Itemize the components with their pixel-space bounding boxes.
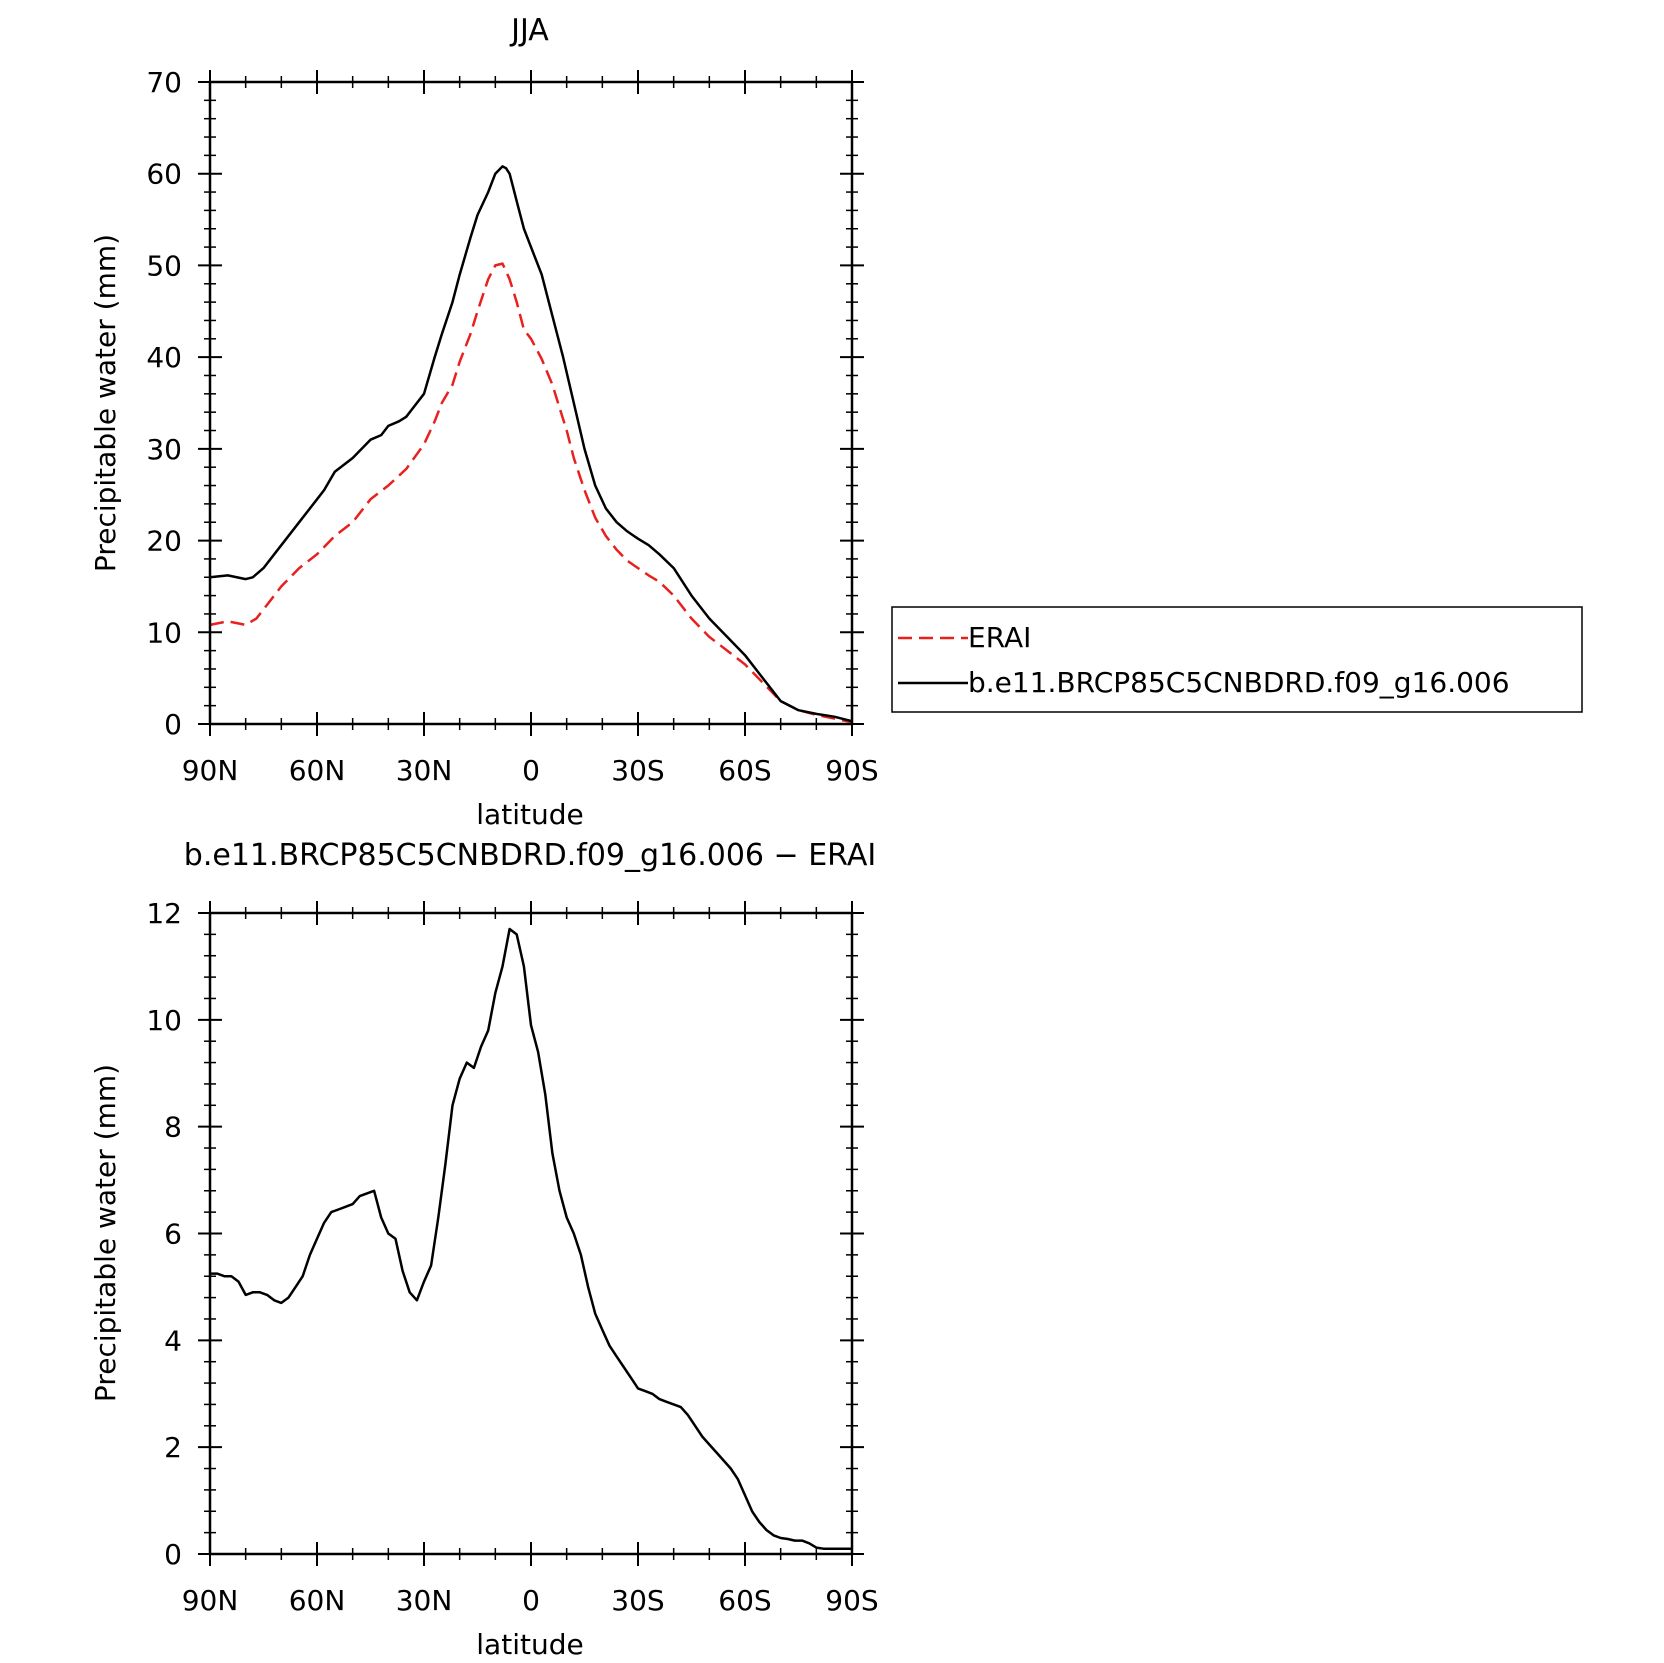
- panel2-xtick-label: 60N: [289, 1584, 346, 1617]
- panel1-frame: [208, 80, 854, 726]
- panel2-ylabel: Precipitable water (mm): [89, 1064, 122, 1402]
- panel1-ytick-label: 20: [146, 525, 182, 558]
- panel2-frame: [208, 911, 854, 1556]
- panel-difference: b.e11.BRCP85C5CNBDRD.f09_g16.006 − ERAI …: [89, 838, 879, 1661]
- panel1-xtick-label: 90N: [182, 754, 239, 787]
- panel1-series-model: [209, 165, 853, 723]
- panel1-xtick-label: 30N: [396, 754, 453, 787]
- panel1-ylabel: Precipitable water (mm): [89, 234, 122, 572]
- panel1-xtick-label: 0: [522, 754, 540, 787]
- panel1-ytick-label: 30: [146, 433, 182, 466]
- panel2-xtick-label: 0: [522, 1584, 540, 1617]
- panel2-xtick-label: 90N: [182, 1584, 239, 1617]
- panel2-title: b.e11.BRCP85C5CNBDRD.f09_g16.006 − ERAI: [184, 838, 876, 873]
- panel1-xtick-label: 60N: [289, 754, 346, 787]
- panel1-series-erai: [209, 262, 853, 724]
- panel2-ytick-label: 0: [164, 1538, 182, 1571]
- panel1-xtick-label: 30S: [611, 754, 664, 787]
- legend-label-erai: ERAI: [968, 621, 1031, 654]
- panel2-xlabel: latitude: [476, 1628, 583, 1661]
- panel2-ytick-label: 8: [164, 1111, 182, 1144]
- panel2-ytick-label: 10: [146, 1004, 182, 1037]
- panel2-series-difference: [210, 927, 852, 1550]
- panel1-ytick-label: 50: [146, 249, 182, 282]
- panel2-xtick-label: 90S: [825, 1584, 878, 1617]
- panel2-ytick-label: 6: [164, 1218, 182, 1251]
- panel2-ytick-label: 12: [146, 897, 182, 930]
- panel1-ytick-label: 10: [146, 616, 182, 649]
- panel1-xtick-label: 60S: [718, 754, 771, 787]
- panel1-xtick-label: 90S: [825, 754, 878, 787]
- panel2-ytick-label: 2: [164, 1431, 182, 1464]
- legend-box: [891, 606, 1583, 713]
- panel2-xtick-label: 30S: [611, 1584, 664, 1617]
- panel1-ytick-label: 70: [146, 66, 182, 99]
- panel1-xlabel: latitude: [476, 798, 583, 831]
- panel1-ytick-label: 60: [146, 158, 182, 191]
- legend-label-model: b.e11.BRCP85C5CNBDRD.f09_g16.006: [968, 666, 1510, 699]
- panel1-title: JJA: [509, 13, 549, 48]
- panel-jja: JJA 0 10 20 30 40 50 60 70 90N 60N 30N 0 30S 60S 90S l…: [89, 13, 1583, 831]
- legend: ERAI b.e11.BRCP85C5CNBDRD.f09_g16.006: [891, 606, 1583, 713]
- panel1-ytick-label: 40: [146, 341, 182, 374]
- panel2-ytick-label: 4: [164, 1324, 182, 1357]
- panel1-ytick-label: 0: [164, 708, 182, 741]
- panel2-xtick-label: 60S: [718, 1584, 771, 1617]
- panel2-xtick-label: 30N: [396, 1584, 453, 1617]
